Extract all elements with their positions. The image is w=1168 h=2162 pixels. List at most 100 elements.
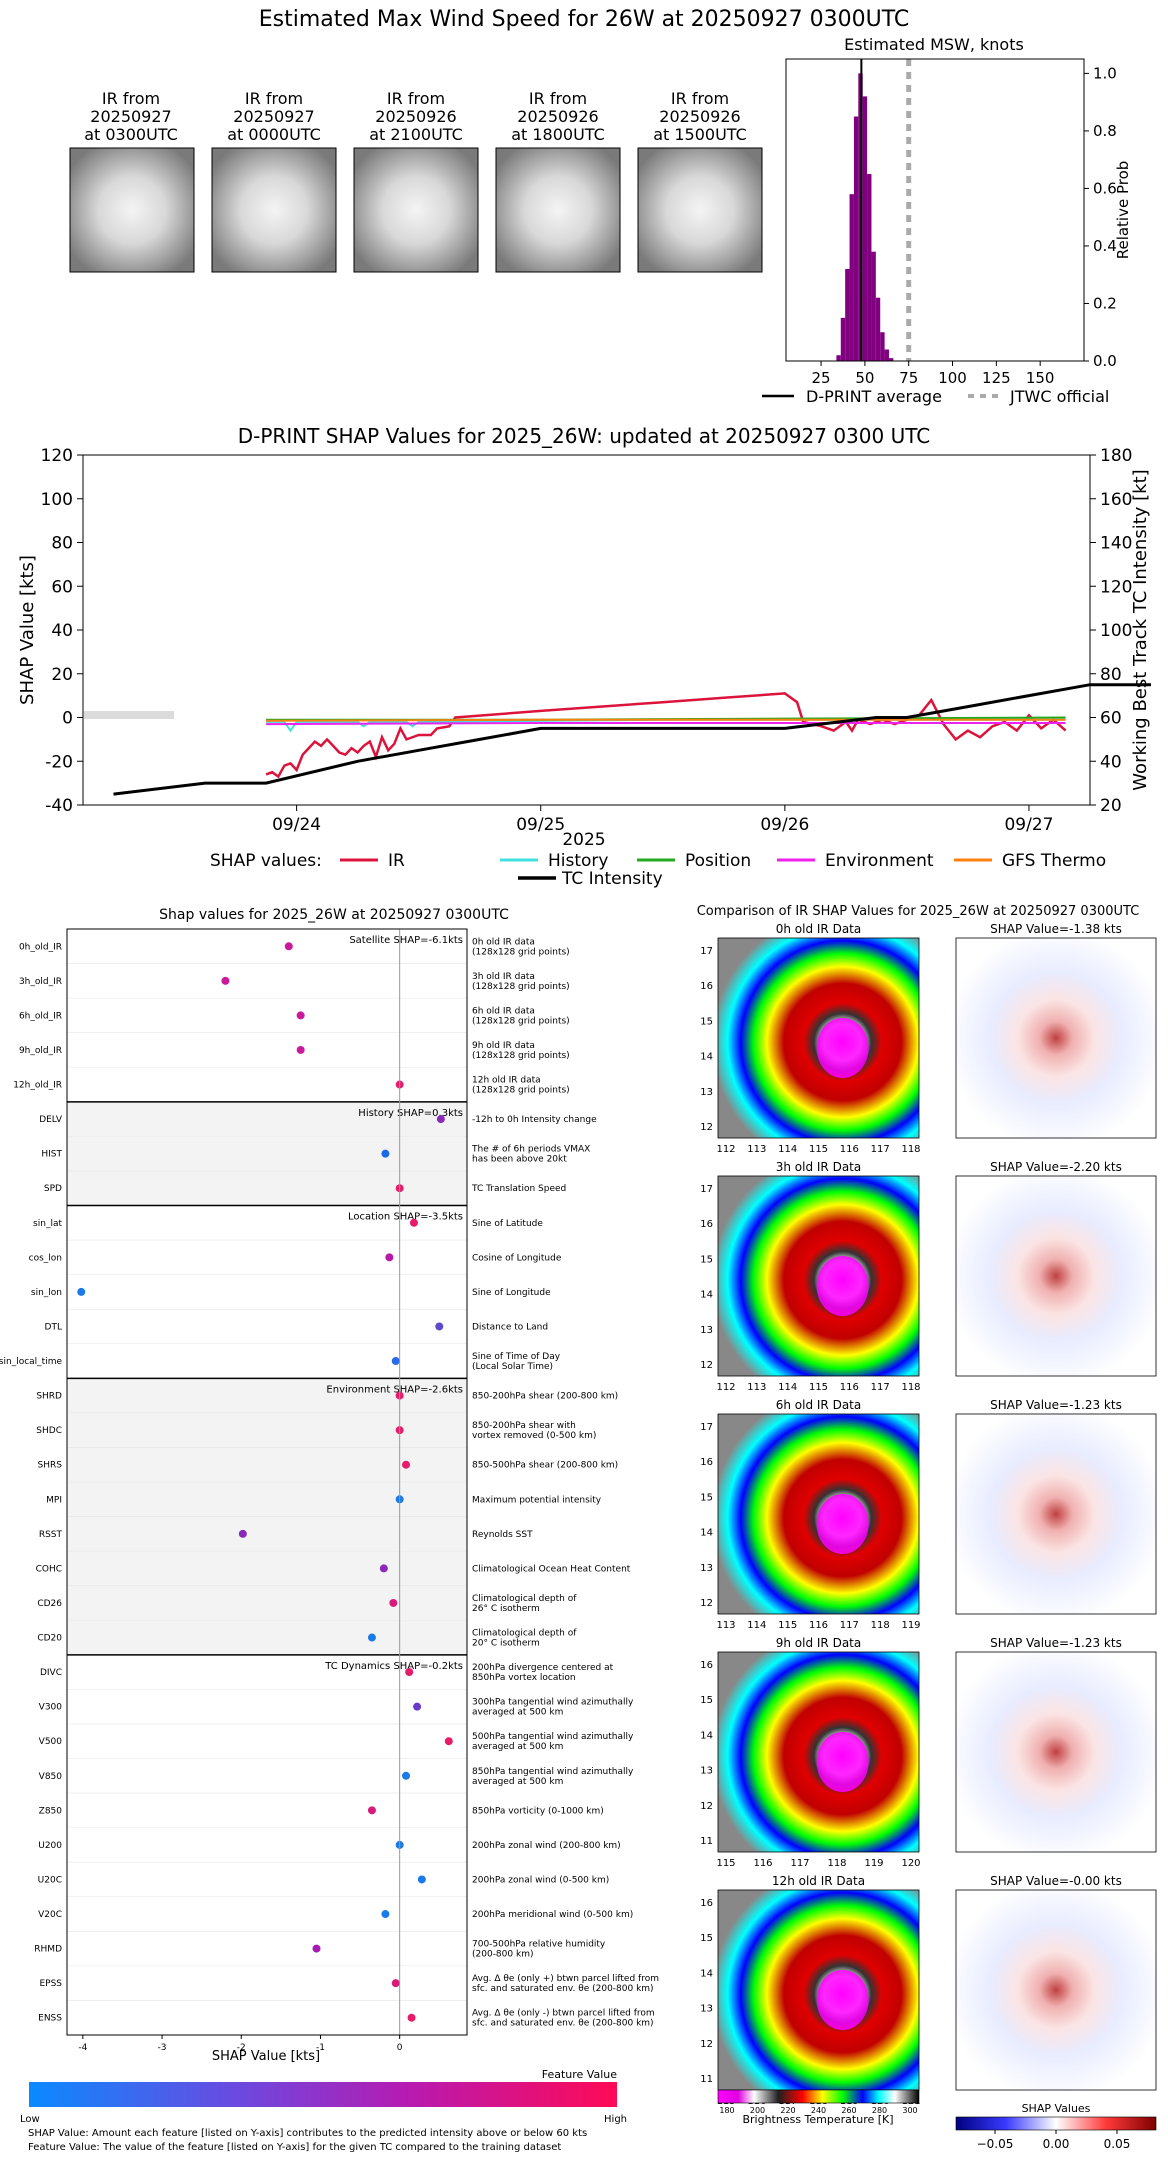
ir-y-tick-label: 14 bbox=[700, 1968, 713, 1979]
histogram-bar bbox=[849, 194, 854, 361]
ir-x-tick-label: 113 bbox=[747, 1144, 766, 1155]
bt-tick-label: 240 bbox=[811, 2106, 826, 2115]
feature-point bbox=[389, 1598, 398, 1607]
feature-colorbar-low: Low bbox=[20, 2114, 40, 2125]
feature-desc: (200-800 km) bbox=[472, 1950, 533, 1960]
ir-row-title: 0h old IR Data bbox=[776, 922, 862, 936]
feature-desc: 200hPa zonal wind (0-500 km) bbox=[472, 1875, 609, 1885]
ir-y-tick-label: 12 bbox=[700, 1360, 713, 1371]
ir-x-tick-label: 119 bbox=[901, 1620, 920, 1631]
feature-plot: Satellite SHAP=-6.1kts 0h_old_IR 0h old IR… bbox=[0, 928, 659, 2053]
timeseries-lines bbox=[113, 683, 1151, 796]
feature-point bbox=[284, 942, 293, 951]
feature-point bbox=[312, 1944, 321, 1953]
ir-panel: IR from 20250926 at 1500UTC bbox=[637, 89, 763, 273]
feature-name: 12h_old_IR bbox=[13, 1081, 62, 1091]
feature-name: DIVC bbox=[40, 1668, 62, 1678]
ir-panel-line2: 20250927 bbox=[233, 107, 314, 126]
feature-desc: 20° C isotherm bbox=[472, 1639, 540, 1649]
legend-label: IR bbox=[388, 851, 405, 871]
feature-desc: averaged at 500 km bbox=[472, 1777, 563, 1787]
feature-point bbox=[405, 1668, 414, 1677]
feature-desc: Climatological depth of bbox=[472, 1629, 577, 1639]
ir-panel-line3: at 0300UTC bbox=[84, 125, 178, 144]
feature-name: DTL bbox=[45, 1322, 62, 1332]
feature-name: EPSS bbox=[39, 1979, 62, 1989]
bt-tick-label: 280 bbox=[872, 2106, 887, 2115]
ir-y-tick-label: 13 bbox=[700, 1766, 713, 1777]
ir-y-tick-label: 17 bbox=[700, 1422, 713, 1433]
y-tick-left-label: 0 bbox=[62, 709, 73, 729]
feature-name: SHRD bbox=[36, 1392, 62, 1402]
ir-panel-line2: 20250926 bbox=[517, 107, 598, 126]
ir-panel-line3: at 1800UTC bbox=[511, 125, 605, 144]
x-tick-label: -4 bbox=[78, 2043, 87, 2053]
ir-cold-core bbox=[816, 1256, 869, 1316]
ir-x-tick-label: 118 bbox=[871, 1620, 890, 1631]
feature-point bbox=[391, 1979, 400, 1988]
ir-panel: IR from 20250927 at 0000UTC bbox=[211, 89, 337, 273]
ir-y-tick-label: 16 bbox=[700, 1898, 713, 1909]
feature-desc: 200hPa zonal wind (200-800 km) bbox=[472, 1841, 621, 1851]
feature-colorbar-high: High bbox=[604, 2114, 627, 2125]
ir-panel-image bbox=[69, 147, 195, 273]
ir-x-tick-label: 115 bbox=[809, 1382, 828, 1393]
feature-point bbox=[417, 1875, 426, 1884]
timeseries-frame bbox=[82, 454, 1091, 806]
y-tick-right-label: 20 bbox=[1100, 796, 1122, 816]
ir-y-tick-label: 12 bbox=[700, 1801, 713, 1812]
ir-y-tick-label: 16 bbox=[700, 1660, 713, 1671]
group-label: History SHAP=0.3kts bbox=[358, 1108, 463, 1119]
feature-desc: has been above 20kt bbox=[472, 1155, 567, 1165]
ir-compare-rows: 0h old IR Data 112 113 114 115 116 117 118 17 16 1… bbox=[700, 922, 1157, 2107]
feature-desc: Sine of Latitude bbox=[472, 1219, 543, 1229]
ir-x-tick-label: 117 bbox=[840, 1620, 859, 1631]
ir-panel: IR from 20250926 at 2100UTC bbox=[353, 89, 479, 273]
y-tick-right-label: 120 bbox=[1100, 577, 1132, 597]
ir-x-tick-label: 117 bbox=[871, 1144, 890, 1155]
legend-label: TC Intensity bbox=[561, 869, 663, 889]
legend-jtwc-label: JTWC official bbox=[1009, 387, 1109, 406]
feature-desc: 12h old IR data bbox=[472, 1076, 541, 1086]
ir-comparison: Comparison of IR SHAP Values for 2025_26… bbox=[697, 904, 1157, 2151]
bt-colorbar bbox=[717, 2089, 920, 2104]
x-tick-label: 09/27 bbox=[1004, 815, 1053, 835]
feature-desc: 200hPa divergence centered at bbox=[472, 1663, 614, 1673]
feature-panel-title: Shap values for 2025_26W at 20250927 030… bbox=[159, 907, 509, 923]
ir-x-tick-label: 117 bbox=[871, 1382, 890, 1393]
feature-name: sin_lat bbox=[33, 1219, 62, 1229]
ir-y-tick-label: 14 bbox=[700, 1290, 713, 1301]
histogram-bars bbox=[836, 59, 912, 362]
histogram-legend: D-PRINT average JTWC official bbox=[762, 387, 1109, 406]
y-tick-right-label: 40 bbox=[1100, 752, 1122, 772]
shap-row-title: SHAP Value=-0.00 kts bbox=[990, 1874, 1122, 1888]
y-tick-right-label: 180 bbox=[1100, 446, 1132, 466]
ir-x-tick-label: 113 bbox=[716, 1620, 735, 1631]
feature-desc: averaged at 500 km bbox=[472, 1708, 563, 1718]
feature-point bbox=[407, 2013, 416, 2022]
ir-panel: IR from 20250926 at 1800UTC bbox=[495, 89, 621, 273]
bt-tick-label: 180 bbox=[719, 2106, 734, 2115]
ir-panel-image bbox=[353, 147, 479, 273]
feature-desc: Sine of Longitude bbox=[472, 1288, 551, 1298]
ir-x-tick-label: 112 bbox=[716, 1382, 735, 1393]
bt-tick-label: 200 bbox=[750, 2106, 765, 2115]
x-tick-label: 125 bbox=[982, 369, 1011, 387]
feature-desc: sfc. and saturated env. θe (200-800 km) bbox=[472, 1984, 654, 1994]
footnote-feature: Feature Value: The value of the feature … bbox=[28, 2142, 561, 2153]
x-tick-label: 100 bbox=[938, 369, 967, 387]
ir-y-tick-label: 13 bbox=[700, 2004, 713, 2015]
ir-panels: IR from 20250927 at 0300UTC IR from 2025… bbox=[69, 89, 763, 273]
histogram-bar bbox=[836, 355, 841, 361]
ir-x-tick-label: 119 bbox=[864, 1858, 883, 1869]
feature-desc: (128x128 grid points) bbox=[472, 1051, 570, 1061]
ir-y-tick-label: 13 bbox=[700, 1087, 713, 1098]
x-tick-label: -3 bbox=[158, 2043, 167, 2053]
feature-name: cos_lon bbox=[29, 1253, 62, 1263]
timeseries-ylabel-right: Working Best Track TC Intensity [kt] bbox=[1130, 469, 1151, 790]
ir-x-tick-label: 115 bbox=[716, 1858, 735, 1869]
feature-desc: 9h old IR data bbox=[472, 1041, 535, 1051]
ir-panel-image bbox=[495, 147, 621, 273]
y-tick-right-label: 100 bbox=[1100, 621, 1132, 641]
